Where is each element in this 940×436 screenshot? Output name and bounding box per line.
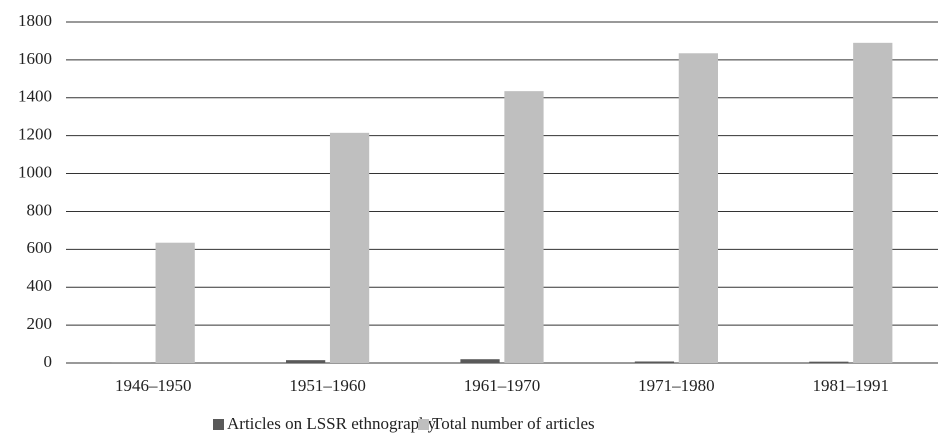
x-tick-label: 1951–1960: [289, 376, 366, 395]
bar: [853, 42, 893, 363]
y-tick-label: 1200: [18, 125, 52, 144]
legend-label: Total number of articles: [432, 414, 595, 433]
legend-label: Articles on LSSR ethnography: [227, 414, 437, 433]
y-tick-label: 600: [27, 238, 53, 257]
y-tick-label: 1400: [18, 87, 52, 106]
bar: [678, 53, 718, 364]
x-tick-label: 1961–1970: [464, 376, 541, 395]
y-tick-label: 200: [27, 314, 53, 333]
y-tick-label: 800: [27, 200, 53, 219]
bar: [111, 362, 151, 363]
legend-swatch: [213, 419, 224, 430]
y-tick-label: 0: [44, 352, 53, 371]
bar: [460, 359, 500, 363]
y-tick-label: 1800: [18, 11, 52, 30]
x-tick-label: 1971–1980: [638, 376, 715, 395]
x-tick-label: 1946–1950: [115, 376, 192, 395]
bar: [634, 361, 675, 363]
bar: [809, 361, 849, 363]
legend-swatch: [418, 419, 429, 430]
bar: [329, 132, 370, 363]
y-tick-label: 1000: [18, 162, 52, 181]
y-tick-label: 1600: [18, 49, 52, 68]
bar: [504, 91, 544, 364]
bar: [286, 360, 326, 363]
x-tick-label: 1981–1991: [813, 376, 890, 395]
y-tick-label: 400: [27, 276, 53, 295]
bar: [155, 242, 195, 363]
